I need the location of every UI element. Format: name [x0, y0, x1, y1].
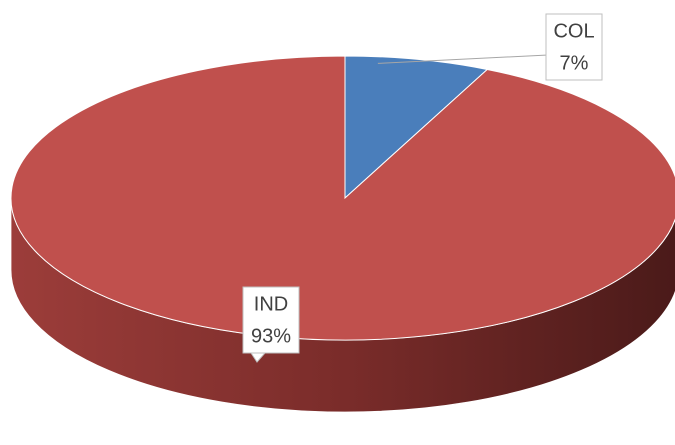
pie-slice [11, 56, 675, 340]
page: {"chart_data": {"type": "pie", "categori… [0, 0, 675, 445]
chart: COL 7% IND 93% [0, 0, 675, 445]
category-label: COL [553, 20, 594, 42]
value-label: 93% [251, 325, 291, 347]
category-label: IND [254, 293, 288, 315]
value-label: 7% [560, 52, 589, 74]
data-label: IND 93% [243, 287, 299, 362]
